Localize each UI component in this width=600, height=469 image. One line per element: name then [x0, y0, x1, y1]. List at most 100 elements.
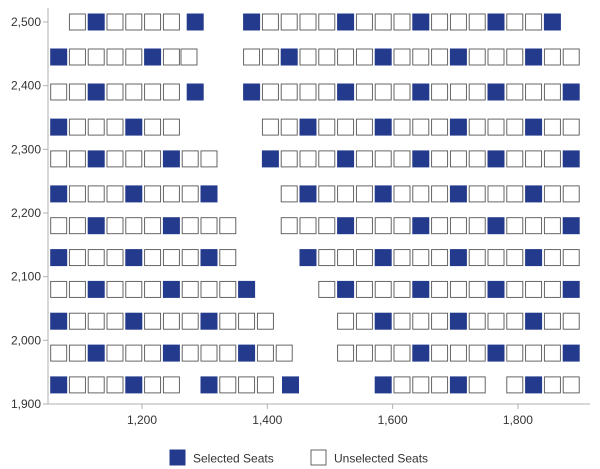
selected-seat — [487, 344, 505, 362]
selected-seat — [337, 83, 355, 101]
selected-seat — [144, 48, 162, 66]
unselected-seat — [355, 217, 373, 235]
unselected-seat — [50, 344, 68, 362]
unselected-seat — [525, 13, 543, 31]
unselected-seat — [318, 217, 336, 235]
selected-seat — [412, 13, 430, 31]
unselected-seat — [280, 217, 298, 235]
unselected-seat — [318, 118, 336, 136]
unselected-seat — [431, 150, 449, 168]
unselected-seat — [393, 83, 411, 101]
unselected-seat — [562, 48, 580, 66]
unselected-seat — [374, 13, 392, 31]
unselected-seat — [506, 13, 524, 31]
unselected-seat — [162, 118, 180, 136]
selected-seat — [125, 118, 143, 136]
selected-seat — [87, 83, 105, 101]
unselected-seat — [106, 48, 124, 66]
unselected-seat — [144, 217, 162, 235]
selected-seat — [449, 118, 467, 136]
unselected-seat — [261, 13, 279, 31]
unselected-seat — [393, 150, 411, 168]
unselected-seat — [506, 312, 524, 330]
unselected-seat — [261, 83, 279, 101]
unselected-seat — [506, 83, 524, 101]
unselected-seat — [299, 83, 317, 101]
unselected-seat — [144, 312, 162, 330]
unselected-seat — [525, 217, 543, 235]
selected-seat — [562, 344, 580, 362]
unselected-seat — [68, 280, 86, 298]
unselected-seat — [355, 150, 373, 168]
unselected-seat — [256, 376, 274, 394]
unselected-seat — [280, 13, 298, 31]
unselected-seat — [144, 280, 162, 298]
unselected-seat — [431, 217, 449, 235]
unselected-seat — [68, 150, 86, 168]
selected-seat — [337, 280, 355, 298]
unselected-seat — [562, 376, 580, 394]
unselected-seat — [144, 118, 162, 136]
unselected-seat — [144, 185, 162, 203]
unselected-seat — [162, 48, 180, 66]
unselected-seat — [106, 249, 124, 267]
unselected-seat — [280, 185, 298, 203]
unselected-seat — [393, 312, 411, 330]
unselected-seat — [299, 150, 317, 168]
unselected-seat — [181, 185, 199, 203]
unselected-seat — [431, 249, 449, 267]
unselected-seat — [431, 376, 449, 394]
unselected-seat — [181, 344, 199, 362]
unselected-seat — [543, 83, 561, 101]
unselected-seat — [374, 83, 392, 101]
unselected-seat — [299, 48, 317, 66]
selected-seat — [449, 48, 467, 66]
unselected-seat — [318, 249, 336, 267]
y-tick-label: 1,900 — [11, 397, 41, 411]
unselected-seat — [412, 118, 430, 136]
unselected-seat — [181, 217, 199, 235]
unselected-seat — [374, 280, 392, 298]
selected-seat — [87, 150, 105, 168]
selected-seat — [449, 312, 467, 330]
selected-seat — [525, 185, 543, 203]
unselected-seat — [393, 13, 411, 31]
unselected-seat — [506, 280, 524, 298]
selected-seat — [162, 217, 180, 235]
unselected-seat — [144, 13, 162, 31]
unselected-seat — [261, 118, 279, 136]
unselected-seat — [449, 83, 467, 101]
unselected-seat — [468, 83, 486, 101]
selected-seat — [125, 312, 143, 330]
unselected-seat — [238, 376, 256, 394]
unselected-seat — [50, 280, 68, 298]
unselected-seat — [562, 249, 580, 267]
unselected-seat — [355, 344, 373, 362]
unselected-seat — [125, 150, 143, 168]
selected-seat — [299, 249, 317, 267]
unselected-seat — [181, 312, 199, 330]
selected-seat — [243, 13, 261, 31]
unselected-seat — [506, 150, 524, 168]
unselected-seat — [68, 217, 86, 235]
unselected-seat — [487, 185, 505, 203]
unselected-seat — [256, 312, 274, 330]
selected-seat — [200, 185, 218, 203]
unselected-seat — [431, 312, 449, 330]
unselected-seat — [261, 48, 279, 66]
unselected-seat — [449, 280, 467, 298]
selected-seat — [412, 344, 430, 362]
selected-seat — [299, 185, 317, 203]
unselected-seat — [355, 312, 373, 330]
unselected-seat — [355, 185, 373, 203]
unselected-seat — [50, 150, 68, 168]
selected-seat — [562, 217, 580, 235]
unselected-seat — [412, 376, 430, 394]
unselected-seat — [219, 249, 237, 267]
selected-seat — [186, 13, 204, 31]
selected-seat — [525, 312, 543, 330]
selected-seat — [337, 13, 355, 31]
unselected-seat — [468, 185, 486, 203]
unselected-seat — [468, 217, 486, 235]
unselected-seat — [106, 312, 124, 330]
